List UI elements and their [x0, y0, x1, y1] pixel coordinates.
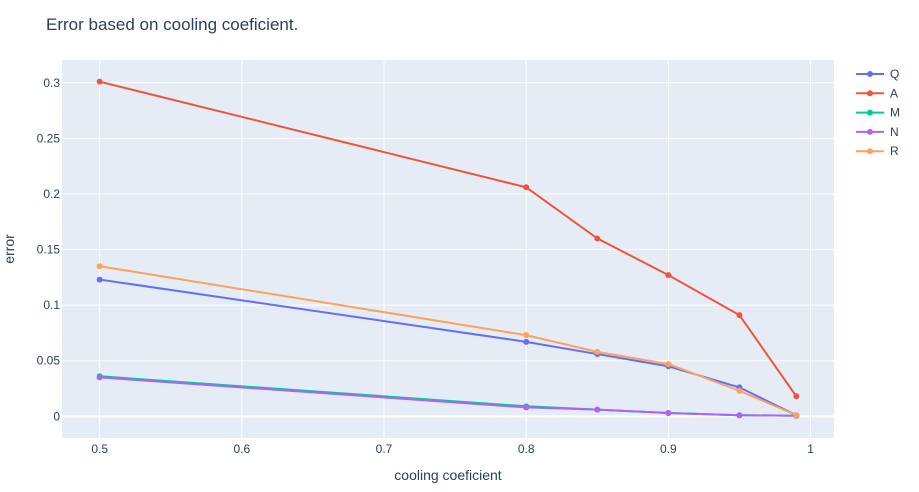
plot-area: [62, 60, 834, 438]
series-line: [99, 376, 797, 417]
legend-item-A[interactable]: A: [856, 86, 898, 100]
legend-item-N[interactable]: N: [856, 125, 899, 139]
data-point[interactable]: [594, 348, 601, 355]
data-point[interactable]: [594, 235, 601, 242]
legend-item-R[interactable]: R: [856, 144, 899, 158]
series-line: [99, 80, 798, 397]
y-axis-ticks: 0 0.05 0.1 0.15 0.2 0.25 0.3: [37, 76, 61, 424]
legend-swatch-marker: [867, 71, 873, 77]
legend-label: N: [890, 125, 899, 139]
x-tick-label: 1: [807, 442, 814, 456]
legend-item-Q[interactable]: Q: [856, 67, 899, 81]
legend-label: Q: [890, 67, 899, 81]
y-tick-label: 0: [53, 409, 60, 423]
series-lines: [96, 78, 800, 419]
data-point[interactable]: [793, 393, 800, 400]
data-point[interactable]: [665, 361, 672, 368]
x-tick-label: 0.6: [234, 442, 251, 456]
data-point[interactable]: [96, 263, 103, 270]
data-point[interactable]: [96, 276, 103, 283]
series-line: [99, 278, 797, 417]
data-point[interactable]: [96, 78, 103, 85]
legend-label: R: [890, 144, 899, 158]
y-tick-label: 0.3: [43, 76, 60, 90]
data-point[interactable]: [736, 387, 743, 394]
legend-swatch-marker: [867, 109, 873, 116]
x-tick-label: 0.7: [376, 442, 393, 456]
data-point[interactable]: [594, 406, 601, 413]
chart-title: Error based on cooling coeficient.: [46, 15, 298, 34]
y-tick-label: 0.25: [37, 131, 61, 145]
x-tick-label: 0.9: [660, 442, 677, 456]
data-point[interactable]: [793, 412, 800, 419]
x-tick-label: 0.8: [518, 442, 535, 456]
series-line: [99, 265, 797, 417]
series-A[interactable]: [96, 78, 800, 400]
grid: [62, 60, 834, 438]
x-tick-label: 0.5: [91, 442, 108, 456]
y-axis-title: error: [1, 234, 17, 264]
data-point[interactable]: [96, 374, 103, 381]
data-point[interactable]: [736, 412, 743, 419]
x-axis-ticks: 0.5 0.6 0.7 0.8 0.9 1: [91, 442, 814, 456]
y-tick-label: 0.2: [43, 187, 60, 201]
data-point[interactable]: [523, 332, 530, 339]
legend-item-M[interactable]: M: [856, 106, 900, 120]
data-point[interactable]: [665, 272, 672, 279]
x-axis-title: cooling coeficient: [394, 467, 502, 483]
legend-label: M: [890, 106, 900, 120]
data-point[interactable]: [523, 184, 530, 191]
legend-swatch-marker: [867, 128, 873, 135]
y-tick-label: 0.05: [37, 354, 61, 368]
data-point[interactable]: [665, 409, 672, 416]
series-R[interactable]: [96, 263, 800, 419]
data-point[interactable]: [523, 338, 530, 345]
legend-swatch-marker: [867, 90, 873, 97]
legend-swatch-marker: [867, 148, 873, 155]
legend-label: A: [890, 86, 898, 100]
data-point[interactable]: [523, 404, 530, 411]
y-tick-label: 0.1: [43, 298, 60, 312]
y-tick-label: 0.15: [37, 243, 61, 257]
data-point[interactable]: [736, 312, 743, 319]
